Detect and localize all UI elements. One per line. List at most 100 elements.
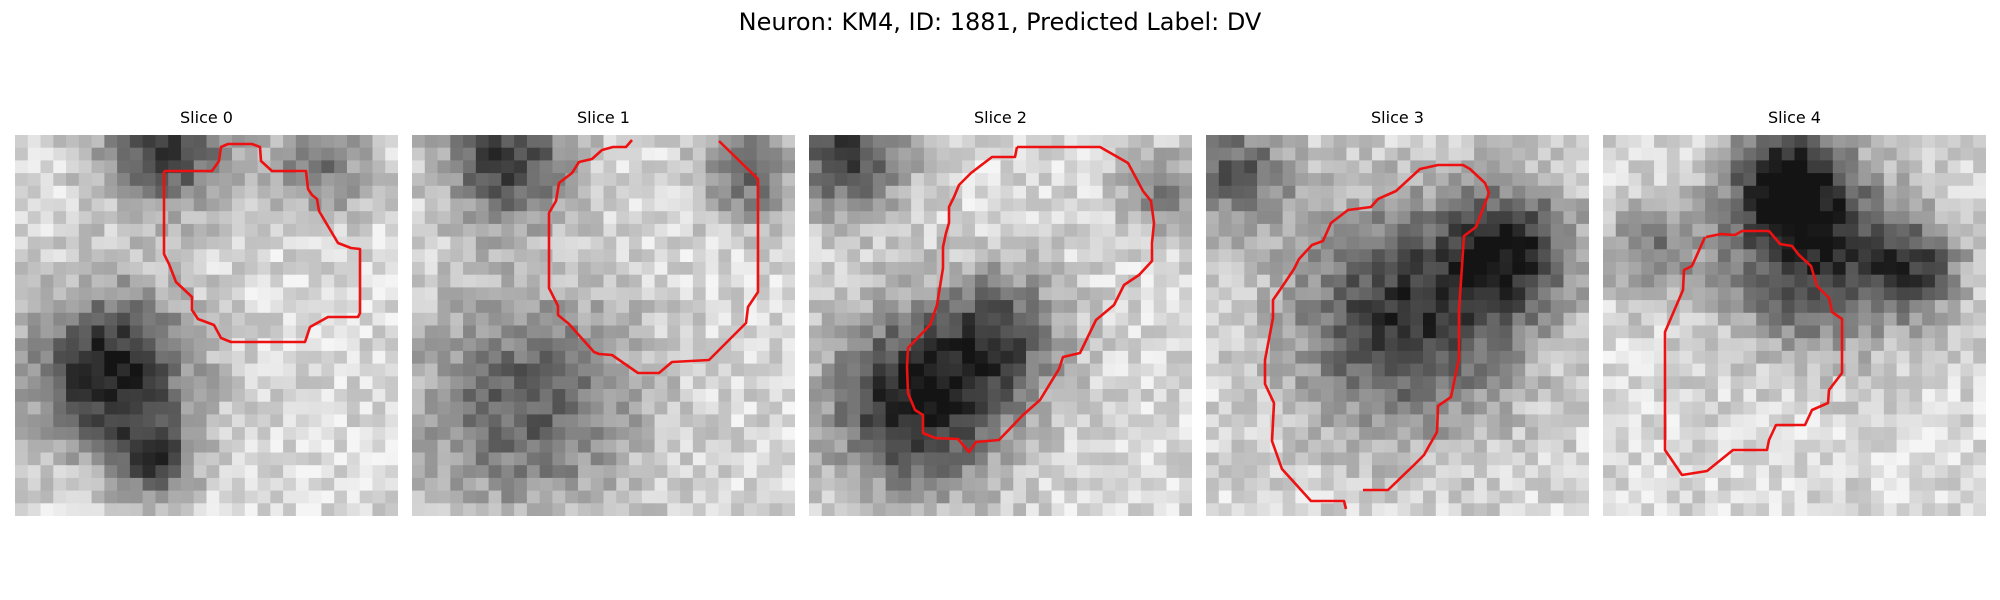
slice-pixel bbox=[782, 325, 795, 339]
slice-pixel bbox=[1000, 338, 1014, 352]
slice-pixel bbox=[91, 249, 105, 263]
slice-pixel bbox=[488, 147, 502, 161]
slice-pixel bbox=[1922, 249, 1936, 263]
slice-pixel bbox=[1346, 262, 1360, 276]
slice-pixel bbox=[1231, 376, 1245, 390]
slice-pixel bbox=[1871, 465, 1885, 479]
slice-pixel bbox=[872, 465, 887, 479]
slice-pixel bbox=[53, 490, 67, 504]
slice-pixel bbox=[1077, 363, 1091, 377]
slice-pixel bbox=[1218, 503, 1233, 516]
slice-pixel bbox=[1615, 465, 1630, 479]
slice-pixel bbox=[129, 439, 144, 454]
slice-pixel bbox=[1807, 198, 1821, 212]
slice-pixel bbox=[501, 211, 515, 225]
slice-pixel bbox=[1102, 389, 1116, 403]
slice-pixel bbox=[847, 147, 861, 161]
slice-pixel bbox=[526, 325, 541, 339]
slice-pixel bbox=[359, 211, 374, 225]
slice-pixel bbox=[526, 211, 541, 225]
slice-pixel bbox=[1051, 147, 1065, 161]
slice-pixel bbox=[104, 236, 118, 250]
slice-pixel bbox=[308, 490, 322, 504]
slice-pixel bbox=[1346, 490, 1360, 504]
slice-pixel bbox=[129, 274, 144, 288]
slice-pixel bbox=[1051, 389, 1065, 403]
slice-pixel bbox=[412, 503, 426, 516]
slice-pixel bbox=[1231, 401, 1245, 415]
slice-pixel bbox=[1000, 503, 1014, 516]
slice-pixel bbox=[1537, 401, 1552, 415]
slice-pixel bbox=[1410, 477, 1424, 492]
slice-pixel bbox=[1435, 376, 1450, 390]
slice-pixel bbox=[78, 389, 93, 403]
slice-pixel bbox=[654, 236, 668, 250]
slice-pixel bbox=[1384, 223, 1399, 238]
slice-contour-1 bbox=[547, 139, 760, 375]
slice-pixel bbox=[1089, 300, 1104, 314]
slice-pixel bbox=[463, 376, 477, 390]
slice-pixel bbox=[346, 135, 361, 149]
slice-pixel bbox=[1858, 401, 1872, 415]
slice-pixel bbox=[437, 503, 451, 516]
slice-pixel bbox=[1153, 236, 1168, 250]
slice-pixel bbox=[372, 236, 386, 250]
slice-pixel bbox=[1563, 262, 1577, 276]
slice-pixel bbox=[692, 300, 707, 314]
slice-pixel bbox=[1115, 300, 1129, 314]
slice-pixel bbox=[1883, 338, 1898, 352]
slice-pixel bbox=[1461, 465, 1475, 479]
slice-pixel bbox=[654, 185, 668, 200]
slice-pixel bbox=[1550, 452, 1565, 466]
slice-pixel bbox=[1435, 300, 1450, 314]
slice-pixel bbox=[1089, 401, 1104, 415]
slice-pixel bbox=[1013, 198, 1027, 212]
slice-pixel bbox=[885, 236, 899, 250]
slice-pixel bbox=[1461, 198, 1475, 212]
slice-pixel bbox=[1448, 160, 1462, 174]
slice-pixel bbox=[66, 160, 80, 174]
slice-pixel bbox=[1909, 287, 1923, 301]
slice-pixel bbox=[1295, 427, 1309, 441]
slice-pixel bbox=[346, 503, 361, 516]
slice-pixel bbox=[1666, 160, 1681, 174]
slice-pixel bbox=[603, 185, 617, 200]
slice-pixel bbox=[27, 249, 42, 263]
slice-image-2 bbox=[809, 135, 1192, 516]
slice-pixel bbox=[1000, 477, 1014, 492]
slice-pixel bbox=[1140, 185, 1155, 200]
slice-pixel bbox=[731, 262, 745, 276]
slice-pixel bbox=[1166, 490, 1180, 504]
slice-pixel bbox=[552, 147, 566, 161]
slice-pixel bbox=[308, 452, 322, 466]
slice-pixel bbox=[872, 236, 887, 250]
slice-pixel bbox=[437, 198, 451, 212]
slice-image-1 bbox=[412, 135, 795, 516]
slice-pixel bbox=[718, 503, 732, 516]
slice-pixel bbox=[1474, 300, 1488, 314]
slice-pixel bbox=[743, 389, 758, 403]
slice-pixel bbox=[142, 173, 157, 187]
slice-pixel bbox=[782, 414, 795, 428]
slice-pixel bbox=[782, 147, 795, 161]
slice-pixel bbox=[219, 452, 233, 466]
slice-pixel bbox=[809, 376, 823, 390]
slice-pixel bbox=[1115, 401, 1129, 415]
slice-pixel bbox=[526, 160, 541, 174]
slice-pixel bbox=[1550, 389, 1565, 403]
slice-pixel bbox=[1102, 350, 1116, 365]
slice-pixel bbox=[898, 414, 912, 428]
slice-pixel bbox=[1909, 312, 1923, 327]
slice-pixel bbox=[1013, 439, 1027, 454]
slice-pixel bbox=[1947, 198, 1962, 212]
slice-pixel bbox=[590, 236, 605, 250]
slice-pixel bbox=[412, 236, 426, 250]
slice-pixel bbox=[821, 135, 836, 149]
slice-pixel bbox=[359, 147, 374, 161]
slice-pixel bbox=[334, 147, 348, 161]
slice-pixel bbox=[1474, 477, 1488, 492]
slice-pixel bbox=[872, 147, 887, 161]
slice-pixel bbox=[782, 363, 795, 377]
slice-pixel bbox=[180, 389, 195, 403]
slice-pixel bbox=[974, 249, 989, 263]
